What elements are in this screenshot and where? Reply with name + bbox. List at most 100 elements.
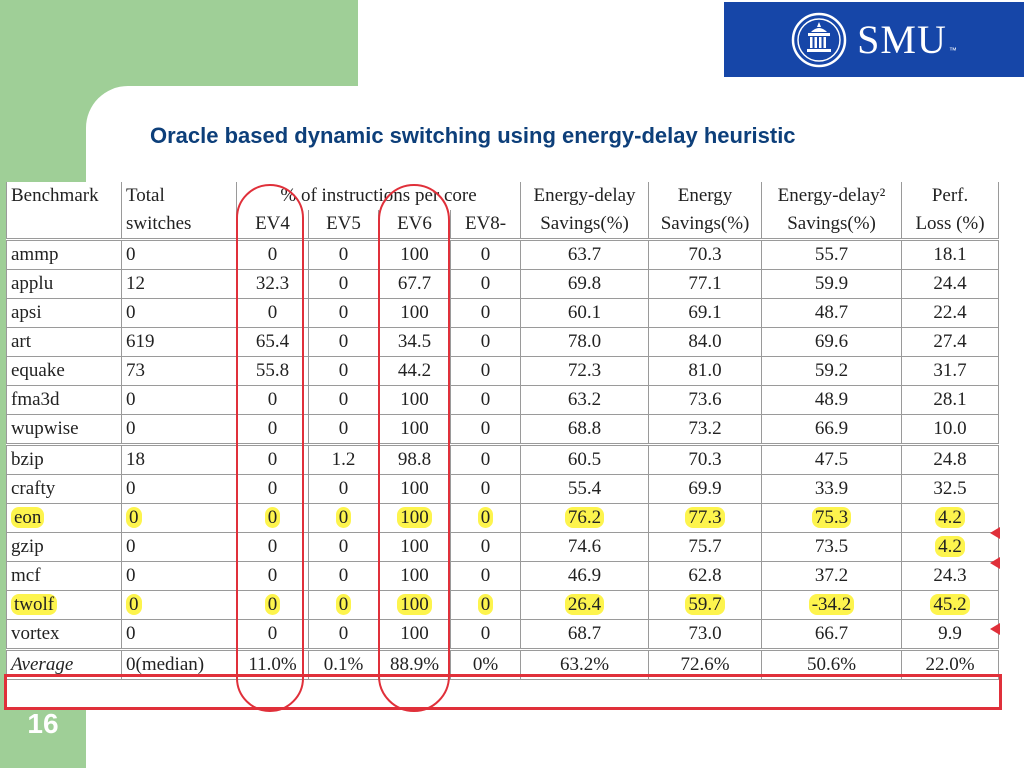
cell-value: 68.8: [567, 418, 602, 439]
table-cell: 66.7: [761, 619, 903, 650]
cell-value: 0: [480, 389, 491, 410]
table-row: bzip 18 0 1.2 98.8 0 60.5 70.3 47.5 24.8: [6, 443, 1000, 475]
cell-value: equake: [11, 360, 65, 381]
cell-value: applu: [11, 273, 54, 294]
cell-value: 0: [267, 418, 278, 439]
table-cell: 55.4: [520, 474, 650, 504]
table-cell: 0: [236, 532, 309, 562]
cell-value: 100: [400, 536, 429, 557]
table-cell: 0: [236, 590, 309, 620]
benchmark-cell: equake: [6, 356, 122, 386]
cell-value: 4.2: [935, 507, 965, 528]
cell-value: 0: [267, 565, 278, 586]
table-cell: 69.9: [648, 474, 763, 504]
cell-value: 74.6: [567, 536, 602, 557]
table-cell: 37.2: [761, 561, 903, 591]
average-label: Average: [6, 648, 122, 680]
cell-value: 0: [126, 418, 136, 439]
benchmark-cell: art: [6, 327, 122, 357]
table-cell: 73.0: [648, 619, 763, 650]
cell-value: 73.6: [688, 389, 722, 410]
cell-value: 100: [397, 594, 432, 615]
table-cell: 100: [378, 561, 451, 591]
table-cell: 66.9: [761, 414, 903, 445]
table-cell: 55.7: [761, 239, 903, 270]
table-cell: 46.9: [520, 561, 650, 591]
table-cell: 0: [308, 239, 379, 270]
cell-value: 0: [126, 623, 136, 644]
cell-value: 619: [126, 331, 155, 352]
cell-value: 55.4: [567, 478, 602, 499]
table-cell: 0: [236, 443, 309, 475]
cell-value: 63.7: [567, 244, 602, 265]
table-cell: 100: [378, 239, 451, 270]
table-cell: 0: [449, 298, 522, 328]
cell-value: 0: [338, 302, 349, 323]
cell-value: 77.1: [688, 273, 722, 294]
cell-value: 59.9: [814, 273, 849, 294]
cell-value: bzip: [11, 449, 44, 470]
table-cell: 100: [378, 619, 451, 650]
cell-value: 66.7: [814, 623, 849, 644]
cell-value: 73.5: [814, 536, 849, 557]
cell-value: 0: [267, 536, 278, 557]
benchmark-cell: gzip: [6, 532, 122, 562]
table-cell: 74.6: [520, 532, 650, 562]
cell-value: 0: [338, 565, 349, 586]
cell-value: 12: [126, 273, 145, 294]
table-cell: 0: [449, 239, 522, 270]
cell-value: 0: [480, 565, 491, 586]
cell-value: 0: [126, 565, 136, 586]
eon-arrow-icon: [990, 527, 1000, 539]
header-energy-delay: Energy-delay: [520, 182, 650, 210]
cell-value: 73: [126, 360, 145, 381]
header-perf: Perf.: [901, 182, 1000, 210]
cell-value: 0: [267, 478, 278, 499]
table-row: mcf 0 0 0 100 0 46.9 62.8 37.2 24.3: [6, 561, 1000, 591]
cell-value: gzip: [11, 536, 44, 557]
cell-value: 0: [480, 478, 491, 499]
cell-value: 28.1: [933, 389, 967, 410]
table-cell: 0: [449, 443, 522, 475]
table-row: twolf 0 0 0 100 0 26.4 59.7 -34.2 45.2: [6, 590, 1000, 620]
table-cell: -34.2: [761, 590, 903, 620]
header-empty: [6, 210, 122, 241]
cell-value: 0: [338, 536, 349, 557]
cell-value: 44.2: [397, 360, 432, 381]
smu-logo: SMU ™: [724, 2, 1024, 77]
table-cell: 48.7: [761, 298, 903, 328]
benchmark-cell: eon: [6, 503, 122, 533]
cell-value: 26.4: [564, 594, 605, 615]
table-cell: 24.8: [901, 443, 1000, 475]
table-cell: 33.9: [761, 474, 903, 504]
cell-value: 0: [335, 594, 352, 615]
table-cell: 9.9: [901, 619, 1000, 650]
table-row: fma3d 0 0 0 100 0 63.2 73.6 48.9 28.1: [6, 385, 1000, 415]
cell-value: 73.0: [688, 623, 722, 644]
cell-value: 100: [400, 389, 429, 410]
table-cell: 34.5: [378, 327, 451, 357]
table-cell: 45.2: [901, 590, 1000, 620]
average-cell: 63.2%: [520, 648, 650, 680]
table-cell: 100: [378, 503, 451, 533]
table-cell: 69.6: [761, 327, 903, 357]
table-cell: 75.3: [761, 503, 903, 533]
table-cell: 0: [121, 385, 237, 415]
table-row: eon 0 0 0 100 0 76.2 77.3 75.3 4.2: [6, 503, 1000, 533]
table-cell: 28.1: [901, 385, 1000, 415]
cell-value: 62.8: [688, 565, 722, 586]
table-cell: 0: [121, 239, 237, 270]
cell-value: 0: [477, 594, 494, 615]
cell-value: 0: [267, 389, 278, 410]
header-switches: switches: [121, 210, 237, 241]
cell-value: 0: [480, 360, 491, 381]
table-cell: 18: [121, 443, 237, 475]
cell-value: 0: [480, 244, 491, 265]
table-cell: 0: [308, 327, 379, 357]
table-row: applu 12 32.3 0 67.7 0 69.8 77.1 59.9 24.4: [6, 269, 1000, 299]
cell-value: 76.2: [564, 507, 605, 528]
cell-value: 18.1: [933, 244, 967, 265]
cell-value: wupwise: [11, 418, 79, 439]
slide-title: Oracle based dynamic switching using ene…: [150, 123, 796, 148]
cell-value: 48.7: [814, 302, 849, 323]
